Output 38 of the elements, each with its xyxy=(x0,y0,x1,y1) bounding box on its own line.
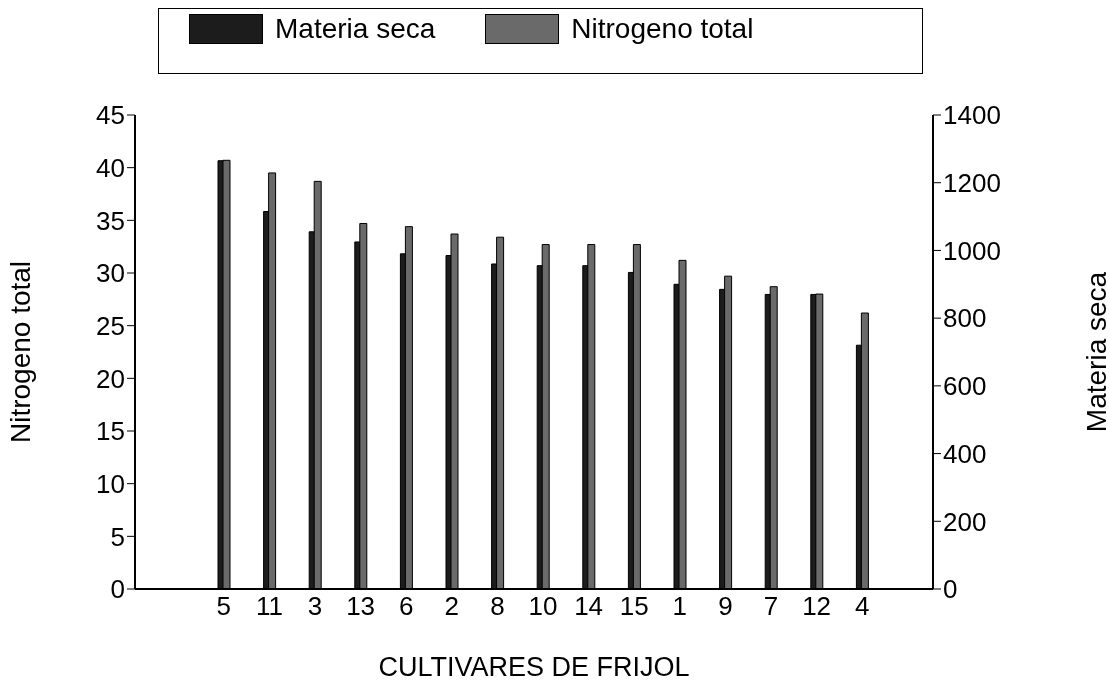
legend-label: Materia seca xyxy=(275,13,436,45)
y-tick-label: 5 xyxy=(110,521,125,552)
x-tick-label: 7 xyxy=(763,591,779,622)
y-tick-label: 0 xyxy=(110,574,125,605)
x-tick-label: 11 xyxy=(255,591,283,622)
x-tick-label: 6 xyxy=(398,591,414,622)
legend-label: Nitrogeno total xyxy=(571,13,754,45)
y-tick-label: 30 xyxy=(96,258,125,289)
x-tick-label: 15 xyxy=(619,591,649,622)
y2-tick-label: 1400 xyxy=(943,100,1001,131)
x-tick-label: 14 xyxy=(574,591,604,622)
y2-axis-title: Materia seca xyxy=(1080,271,1109,433)
y-tick-label: 10 xyxy=(96,468,125,499)
y-tick-label: 15 xyxy=(96,416,125,447)
x-tick-label: 1 xyxy=(672,591,688,622)
x-tick-label: 8 xyxy=(490,591,505,622)
y2-tick-label: 400 xyxy=(943,438,987,469)
x-tick-label: 9 xyxy=(718,591,733,622)
y2-tick-label: 200 xyxy=(943,506,987,537)
y-tick-label: 20 xyxy=(96,363,125,394)
y-tick-label: 35 xyxy=(96,205,125,236)
x-tick-label: 5 xyxy=(216,591,232,622)
x-tick-label: 10 xyxy=(528,591,558,622)
y2-tick-label: 1000 xyxy=(943,235,1001,266)
y2-tick-label: 800 xyxy=(943,303,987,334)
y2-tick-label: 1200 xyxy=(943,167,1001,198)
y-tick-label: 45 xyxy=(96,100,125,131)
x-tick-label: 3 xyxy=(307,591,323,622)
y2-tick-label: 600 xyxy=(943,371,987,402)
x-tick-label: 4 xyxy=(854,591,870,622)
y-tick-label: 25 xyxy=(96,310,125,341)
y-axis-title: Nitrogeno total xyxy=(4,260,36,444)
x-axis-title: CULTIVARES DE FRIJOL xyxy=(378,652,690,682)
y2-tick-label: 0 xyxy=(943,574,958,605)
y-tick-label: 40 xyxy=(96,152,125,183)
x-tick-label: 12 xyxy=(802,591,832,622)
x-tick-label: 2 xyxy=(444,591,460,622)
x-tick-label: 13 xyxy=(346,591,376,622)
